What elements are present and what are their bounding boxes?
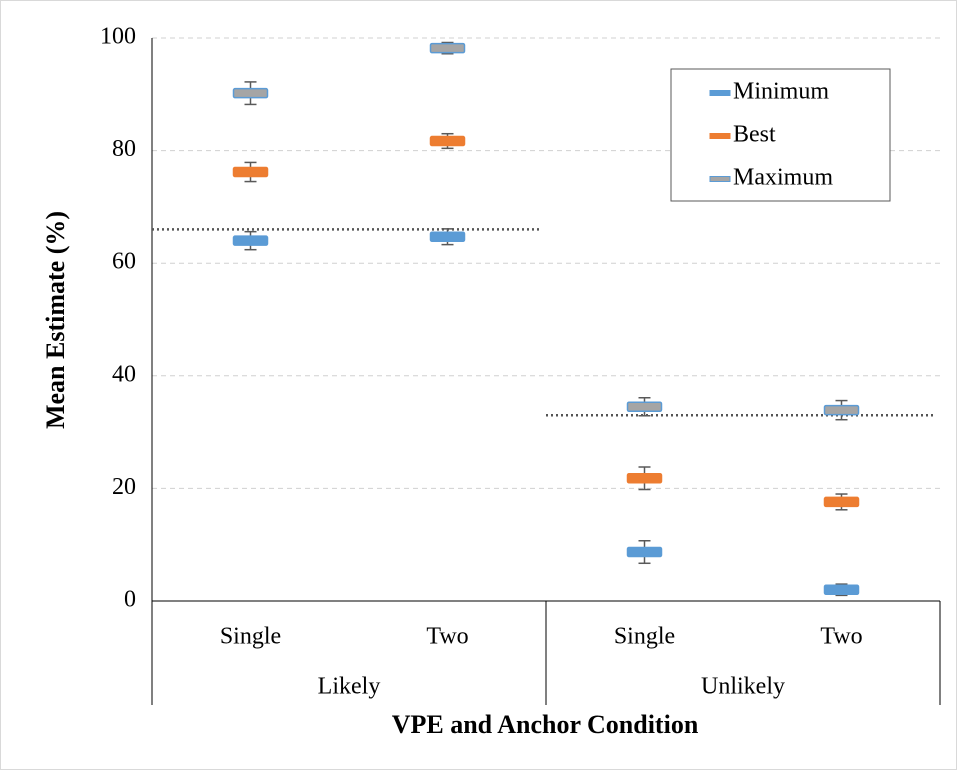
y-tick-label: 0 xyxy=(124,587,136,613)
marker xyxy=(626,473,663,484)
y-tick-label: 80 xyxy=(112,136,136,162)
legend-box xyxy=(670,68,891,202)
marker xyxy=(626,546,663,558)
group-label: Likely xyxy=(318,674,381,700)
legend-swatch xyxy=(709,133,731,139)
marker xyxy=(429,135,466,147)
y-tick-label: 100 xyxy=(100,24,136,50)
marker xyxy=(823,404,860,416)
y-tick-label: 20 xyxy=(112,474,136,500)
marker xyxy=(823,496,860,508)
x-axis-label: VPE and Anchor Condition xyxy=(392,710,699,739)
x-tick-label: Single xyxy=(614,624,675,650)
marker xyxy=(429,42,466,54)
y-tick-label: 40 xyxy=(112,361,136,387)
marker xyxy=(626,401,663,413)
y-axis-label: Mean Estimate (%) xyxy=(41,211,70,429)
legend-label: Minimum xyxy=(733,79,829,105)
legend-label: Maximum xyxy=(733,165,833,191)
x-tick-label: Two xyxy=(426,624,468,650)
legend-swatch xyxy=(709,90,731,96)
marker xyxy=(232,166,269,178)
marker xyxy=(232,87,269,99)
y-tick-label: 60 xyxy=(112,249,136,275)
x-tick-label: Single xyxy=(220,624,281,650)
marker xyxy=(429,231,466,242)
group-label: Unlikely xyxy=(701,674,785,700)
marker xyxy=(232,235,269,246)
x-tick-label: Two xyxy=(820,624,862,650)
marker xyxy=(823,584,860,595)
legend-swatch xyxy=(709,176,731,182)
legend-label: Best xyxy=(733,122,776,148)
